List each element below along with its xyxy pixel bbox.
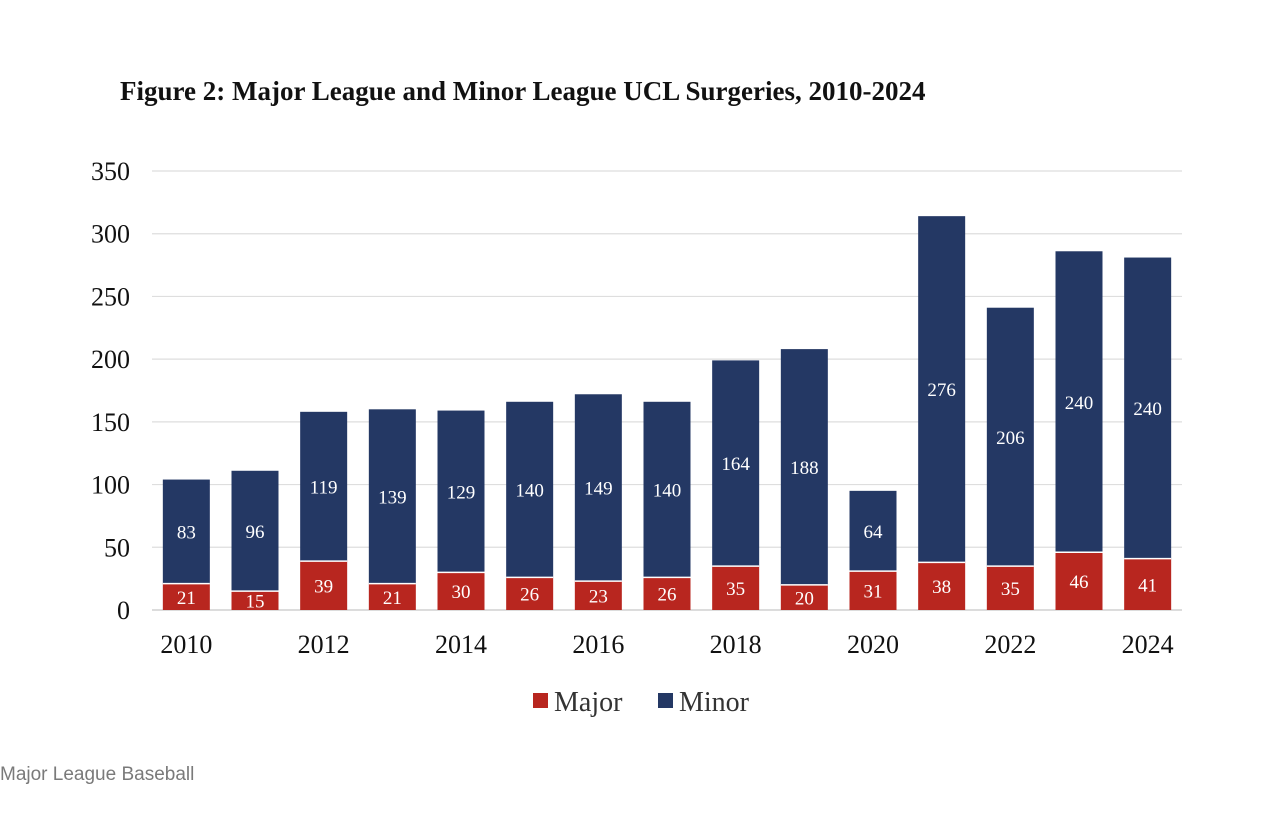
legend-label-minor: Minor bbox=[679, 687, 750, 718]
data-label-major: 38 bbox=[932, 577, 951, 598]
bar-segment-major bbox=[574, 581, 622, 610]
bar-segment-major bbox=[231, 591, 279, 610]
y-axis-tick-labels: 0 50 100 150 200 250 300 350 bbox=[91, 157, 130, 625]
x-tick-label: 2020 bbox=[847, 630, 899, 659]
data-labels: 21 83 15 96 39 119 21 139 30 129 26 140 23 149 26 140 35… bbox=[177, 380, 1162, 612]
data-label-minor: 119 bbox=[310, 477, 338, 498]
data-label-minor: 206 bbox=[996, 428, 1025, 449]
data-label-minor: 276 bbox=[927, 380, 956, 401]
bar-segment-minor bbox=[1124, 257, 1172, 559]
x-tick-label: 2024 bbox=[1122, 630, 1174, 659]
y-tick-label: 100 bbox=[91, 471, 130, 500]
y-tick-label: 0 bbox=[117, 596, 130, 625]
bar-segment-major bbox=[506, 577, 554, 610]
bar-segment-minor bbox=[780, 349, 828, 585]
bar-segment-minor bbox=[643, 401, 691, 578]
y-tick-label: 50 bbox=[104, 533, 130, 562]
data-label-minor: 83 bbox=[177, 523, 196, 544]
data-label-major: 26 bbox=[520, 585, 539, 606]
data-label-major: 23 bbox=[589, 587, 608, 608]
legend: Major Minor bbox=[533, 687, 750, 718]
legend-swatch-major bbox=[533, 693, 548, 708]
data-label-minor: 149 bbox=[584, 479, 613, 500]
bar-segment-minor bbox=[1055, 251, 1103, 553]
bar-segment-minor bbox=[162, 479, 210, 584]
y-tick-label: 150 bbox=[91, 408, 130, 437]
data-label-major: 30 bbox=[452, 582, 471, 603]
data-label-major: 26 bbox=[658, 585, 677, 606]
bar-segment-minor bbox=[231, 470, 279, 592]
x-tick-label: 2014 bbox=[435, 630, 487, 659]
legend-swatch-minor bbox=[658, 693, 673, 708]
data-label-minor: 140 bbox=[515, 481, 544, 502]
x-tick-label: 2012 bbox=[298, 630, 350, 659]
bar-segment-major bbox=[368, 583, 416, 610]
data-label-major: 20 bbox=[795, 588, 814, 609]
data-label-minor: 240 bbox=[1133, 399, 1162, 420]
bar-segment-minor bbox=[918, 216, 966, 563]
y-tick-label: 350 bbox=[91, 157, 130, 186]
data-label-minor: 129 bbox=[447, 482, 476, 503]
bar-segment-minor bbox=[574, 394, 622, 582]
bar-segment-major bbox=[918, 562, 966, 610]
bar-segment-major bbox=[849, 571, 897, 610]
data-label-minor: 188 bbox=[790, 458, 819, 479]
data-label-major: 35 bbox=[726, 579, 745, 600]
data-label-minor: 96 bbox=[246, 522, 265, 543]
bar-segment-major bbox=[643, 577, 691, 610]
data-label-minor: 64 bbox=[864, 522, 884, 543]
bar-segment-major bbox=[780, 584, 828, 610]
stacked-bar-chart: 0 50 100 150 200 250 300 350 21 83 15 96 39 119 21 139… bbox=[91, 157, 1182, 718]
bars bbox=[162, 216, 1172, 610]
data-label-minor: 164 bbox=[721, 454, 750, 475]
legend-label-major: Major bbox=[554, 687, 623, 718]
data-label-major: 21 bbox=[177, 588, 196, 609]
data-label-major: 39 bbox=[314, 577, 333, 598]
bar-segment-major bbox=[986, 566, 1034, 610]
bar-segment-minor bbox=[437, 410, 485, 573]
y-tick-label: 250 bbox=[91, 282, 130, 311]
bar-segment-minor bbox=[506, 401, 554, 578]
data-label-major: 46 bbox=[1070, 572, 1089, 593]
bar-segment-major bbox=[162, 583, 210, 610]
y-tick-label: 300 bbox=[91, 220, 130, 249]
data-label-major: 35 bbox=[1001, 579, 1020, 600]
bar-segment-major bbox=[437, 572, 485, 610]
bar-segment-minor bbox=[712, 360, 760, 567]
x-axis-tick-labels: 2010 2012 2014 2016 2018 2020 2022 2024 bbox=[160, 630, 1173, 659]
data-label-major: 41 bbox=[1138, 575, 1157, 596]
x-tick-label: 2018 bbox=[710, 630, 762, 659]
image-caption: Major League Baseball bbox=[0, 764, 195, 785]
bar-segment-major bbox=[712, 566, 760, 610]
y-tick-label: 200 bbox=[91, 345, 130, 374]
data-label-minor: 140 bbox=[653, 481, 682, 502]
x-tick-label: 2016 bbox=[572, 630, 624, 659]
x-tick-label: 2010 bbox=[160, 630, 212, 659]
data-label-major: 21 bbox=[383, 588, 402, 609]
bar-segment-minor bbox=[368, 409, 416, 584]
chart-title: Figure 2: Major League and Minor League … bbox=[120, 76, 926, 106]
bar-segment-major bbox=[1124, 558, 1172, 610]
data-label-minor: 139 bbox=[378, 487, 407, 508]
bar-segment-major bbox=[300, 561, 348, 610]
data-label-minor: 240 bbox=[1065, 393, 1094, 414]
bar-segment-minor bbox=[300, 411, 348, 562]
data-label-major: 15 bbox=[246, 592, 265, 613]
bar-segment-major bbox=[1055, 552, 1103, 610]
data-label-major: 31 bbox=[864, 582, 883, 603]
bar-segment-minor bbox=[986, 307, 1034, 567]
bar-segment-minor bbox=[849, 490, 897, 572]
x-tick-label: 2022 bbox=[984, 630, 1036, 659]
